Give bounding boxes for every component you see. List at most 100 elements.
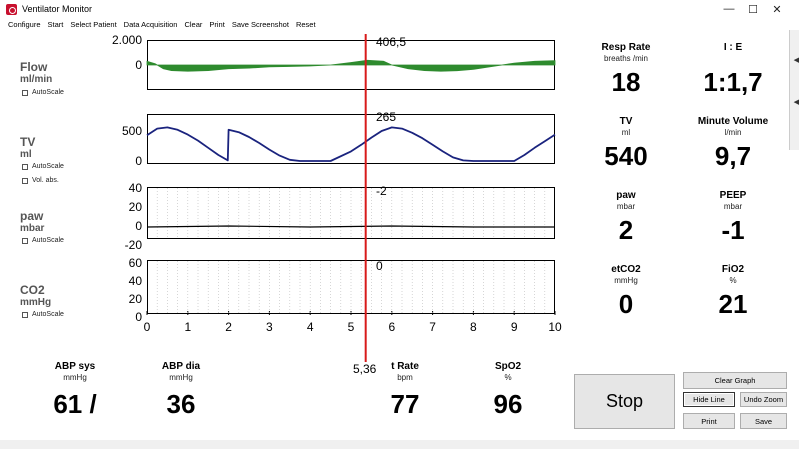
maximize-button[interactable]: ☐ <box>748 3 758 16</box>
print-button[interactable]: Print <box>683 413 735 429</box>
metric-etco2: etCO2 mmHg 0 <box>571 264 681 319</box>
paw-name: paw <box>20 209 44 223</box>
metric-value: 1:1,7 <box>703 67 763 97</box>
menu-clear[interactable]: Clear <box>184 19 203 29</box>
flow-ytick: 0 <box>135 58 142 72</box>
metric-unit: mbar <box>723 202 743 211</box>
co2-autoscale[interactable]: AutoScale <box>22 311 64 318</box>
paw-autoscale-checkbox[interactable] <box>22 237 28 244</box>
tv-vol-abs-checkbox[interactable] <box>22 177 28 184</box>
metric-unit: mmHg <box>63 373 87 382</box>
metric-ie-ratio: I : E 1:1,7 <box>678 42 788 97</box>
paw-plot-frame[interactable] <box>147 187 555 239</box>
flow-name: Flow <box>20 60 48 74</box>
undo-zoom-button[interactable]: Undo Zoom <box>740 392 787 407</box>
app-icon <box>6 3 17 15</box>
metric-value: 2 <box>618 215 634 245</box>
metric-name: Minute Volume <box>697 116 769 127</box>
x-tick-label: 7 <box>429 320 436 334</box>
tv-autoscale[interactable]: AutoScale <box>22 163 64 170</box>
scroll-left-icon[interactable]: ◀ <box>793 99 799 106</box>
metric-paw: paw mbar 2 <box>571 190 681 245</box>
paw-unit: mbar <box>20 223 45 234</box>
metric-name: I : E <box>723 42 743 53</box>
co2-ytick: 20 <box>128 292 142 306</box>
metric-minute-volume: Minute Volume l/min 9,7 <box>678 116 788 171</box>
co2-autoscale-checkbox[interactable] <box>22 311 28 318</box>
metric-name: paw <box>616 190 636 201</box>
paw-ytick: 20 <box>128 200 142 214</box>
tv-ytick: 500 <box>121 124 142 138</box>
metric-unit: ml <box>621 128 631 137</box>
flow-plot-frame[interactable] <box>147 40 555 90</box>
metric-name: ABP sys <box>54 361 96 372</box>
metric-name: PEEP <box>719 190 747 201</box>
flow-autoscale-label: AutoScale <box>32 89 64 96</box>
metric-abp-dia: ABP dia mmHg 36 <box>146 361 216 419</box>
menu-data-acquisition[interactable]: Data Acquisition <box>123 19 178 29</box>
flow-label: Flow ml/min <box>20 61 52 86</box>
menu-select-patient[interactable]: Select Patient <box>70 19 117 29</box>
metric-unit: bpm <box>397 373 413 382</box>
x-tick-label: 5 <box>347 320 355 334</box>
metric-name: Resp Rate <box>601 42 651 53</box>
flow-unit: ml/min <box>20 74 53 85</box>
paw-autoscale[interactable]: AutoScale <box>22 237 64 244</box>
close-button[interactable]: ✕ <box>772 3 782 16</box>
flow-autoscale[interactable]: AutoScale <box>22 89 64 96</box>
paw-ytick: 40 <box>128 181 142 195</box>
hide-line-button[interactable]: Hide Line <box>683 392 735 407</box>
metric-value: 61 / <box>53 389 97 419</box>
tv-ytick: 0 <box>135 154 142 168</box>
metric-name: ABP dia <box>161 361 201 372</box>
metric-name: FiO2 <box>721 264 745 275</box>
co2-name: CO2 <box>20 283 45 297</box>
scroll-up-icon[interactable]: ◀ <box>793 57 799 64</box>
metric-value: 18 <box>611 67 641 97</box>
x-tick-label: 4 <box>306 320 314 334</box>
menu-reset[interactable]: Reset <box>295 19 316 29</box>
tv-unit: ml <box>20 149 32 160</box>
metric-name: etCO2 <box>611 264 641 275</box>
tv-name: TV <box>20 135 36 149</box>
tv-vol-abs[interactable]: Vol. abs. <box>22 177 59 184</box>
menu-configure[interactable]: Configure <box>8 19 41 29</box>
x-tick-label: 1 <box>184 320 192 334</box>
menu-print[interactable]: Print <box>209 19 225 29</box>
metric-unit: mmHg <box>614 276 638 285</box>
menu-save-screenshot[interactable]: Save Screenshot <box>231 19 289 29</box>
save-button[interactable]: Save <box>740 413 787 429</box>
flow-autoscale-checkbox[interactable] <box>22 89 28 96</box>
co2-unit: mmHg <box>20 297 52 308</box>
menu-start[interactable]: Start <box>47 19 64 29</box>
minimize-button[interactable]: — <box>723 3 735 15</box>
window-title: Ventilator Monitor <box>22 4 93 14</box>
menu-bar: Configure Start Select Patient Data Acqu… <box>0 18 799 30</box>
metric-heart-rate: t Rate bpm 77 <box>370 361 440 419</box>
metric-value: 9,7 <box>714 141 752 171</box>
metric-unit: l/min <box>724 128 742 137</box>
metric-value: 21 <box>718 289 748 319</box>
metric-peep: PEEP mbar -1 <box>678 190 788 245</box>
stop-button[interactable]: Stop <box>574 374 675 429</box>
x-tick-label: 9 <box>510 320 518 334</box>
clear-graph-button[interactable]: Clear Graph <box>683 372 787 389</box>
x-tick-label: 6 <box>388 320 396 334</box>
metric-value: 540 <box>604 141 648 171</box>
metric-value: 0 <box>618 289 634 319</box>
metric-value: 96 <box>493 389 523 419</box>
co2-plot-frame[interactable] <box>147 260 555 314</box>
side-scrollbar[interactable]: ◀ ◀ <box>789 30 799 150</box>
paw-cursor-value: -2 <box>376 184 387 198</box>
cursor-x-value: 5,36 <box>353 362 377 376</box>
metric-unit <box>678 54 788 64</box>
tv-plot-frame[interactable] <box>147 114 555 164</box>
x-tick-label: 8 <box>470 320 477 334</box>
metric-unit: mbar <box>616 202 636 211</box>
metric-name: t Rate <box>391 361 419 372</box>
co2-ytick: 60 <box>128 256 142 270</box>
tv-autoscale-checkbox[interactable] <box>22 163 28 170</box>
metric-abp-sys: ABP sys mmHg 61 / <box>40 361 110 419</box>
metric-value: 77 <box>390 389 420 419</box>
metric-name: SpO2 <box>494 361 522 372</box>
